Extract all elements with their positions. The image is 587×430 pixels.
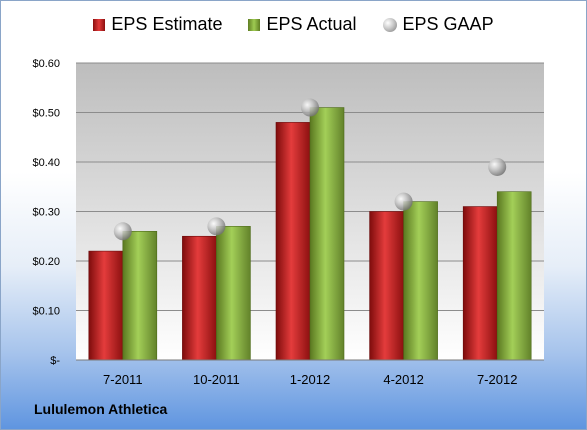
y-tick-label: $0.60 [32,58,60,70]
x-tick-label: 4-2012 [383,372,423,387]
bar-eps-actual [403,201,438,361]
bar-eps-actual [309,107,345,361]
bar-eps-estimate [275,122,311,361]
y-tick-label: $0.20 [32,256,60,268]
bar-eps-actual [496,191,532,361]
legend-swatch-actual [248,18,261,31]
legend-swatch-estimate [93,18,106,31]
gaap-markers [113,98,507,241]
x-tick-labels: 7-2011 10-2011 1-2012 4-2012 7-2012 [103,372,517,387]
bar-eps-actual [216,226,251,361]
marker-eps-gaap [301,98,319,117]
x-tick-label: 7-2011 [103,372,143,387]
legend-item-actual: EPS Actual [248,14,357,35]
legend-item-gaap: EPS GAAP [382,14,494,35]
x-tick-label: 1-2012 [290,372,330,387]
bar-eps-estimate [88,250,124,361]
legend-swatch-gaap [382,17,397,32]
y-tick-labels: $- $0.10 $0.20 $0.30 $0.40 $0.50 $0.60 [32,58,60,367]
x-tick-label: 10-2011 [193,372,240,387]
bar-eps-actual [122,231,158,361]
x-tick-label: 7-2012 [477,372,517,387]
marker-eps-gaap [207,217,226,236]
company-name: Lululemon Athletica [34,401,168,417]
marker-eps-gaap [394,192,413,211]
y-tick-label: $0.50 [32,108,60,120]
bars [88,107,532,361]
legend: EPS Estimate EPS Actual EPS GAAP [0,14,587,35]
bar-eps-estimate [462,206,498,361]
y-tick-label: $0.30 [32,207,60,219]
bar-eps-estimate [369,211,404,361]
bar-eps-estimate [182,235,217,361]
y-tick-label: $- [50,355,60,367]
marker-eps-gaap [488,157,507,176]
y-tick-label: $0.10 [32,306,60,318]
legend-item-estimate: EPS Estimate [93,14,222,35]
legend-label-gaap: EPS GAAP [402,14,494,34]
legend-label-actual: EPS Actual [266,14,357,34]
marker-eps-gaap [113,222,132,241]
y-tick-label: $0.40 [32,157,60,169]
legend-label-estimate: EPS Estimate [111,14,223,34]
